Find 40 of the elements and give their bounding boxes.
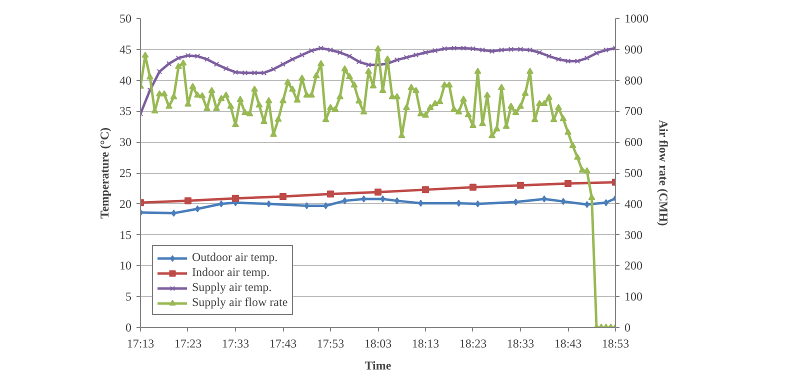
legend-label: Supply air flow rate [192, 295, 288, 310]
x-tick-label: 18:13 [412, 336, 440, 350]
x-tick-label: 17:53 [316, 336, 344, 350]
y2-axis-title: Air flow rate (CMH) [656, 120, 670, 226]
y-tick-label: 50 [120, 12, 132, 26]
y2-tick-label: 100 [624, 290, 642, 304]
x-tick-label: 17:13 [126, 336, 154, 350]
y2-tick-label: 500 [624, 166, 642, 180]
x-tick-label: 18:53 [602, 336, 630, 350]
y-tick-label: 45 [120, 42, 132, 56]
y-tick-label: 10 [120, 258, 132, 273]
y-tick-label: 40 [120, 73, 132, 88]
legend-label: Outdoor air temp. [192, 250, 278, 265]
y2-tick-label: 600 [624, 135, 642, 150]
y2-tick-label: 700 [624, 104, 642, 118]
y-tick-label: 5 [126, 290, 132, 304]
legend-label: Indoor air temp. [192, 265, 270, 280]
y2-tick-label: 200 [624, 258, 642, 273]
x-tick-label: 17:33 [222, 336, 250, 350]
x-tick-label: 17:43 [269, 336, 297, 350]
x-tick-label: 18:43 [554, 336, 582, 350]
y-axis-title: Temperature (°C) [98, 127, 112, 219]
y-tick-label: 15 [120, 228, 132, 242]
y2-tick-label: 1000 [624, 12, 648, 26]
y2-tick-label: 400 [624, 196, 642, 211]
x-tick-label: 18:23 [459, 336, 487, 350]
x-tick-label: 18:33 [506, 336, 534, 350]
legend-label: Supply air temp. [192, 280, 272, 295]
y-tick-label: 25 [120, 166, 132, 180]
x-axis-title: Time [364, 358, 392, 372]
y2-tick-label: 900 [624, 42, 642, 56]
y-tick-label: 30 [120, 135, 132, 150]
y2-tick-label: 800 [624, 73, 642, 88]
y-tick-label: 20 [120, 196, 132, 211]
y2-tick-label: 300 [624, 228, 642, 242]
y2-tick-label: 0 [624, 320, 630, 334]
y-tick-label: 35 [120, 104, 132, 118]
y-tick-label: 0 [126, 320, 132, 334]
x-tick-label: 17:23 [174, 336, 202, 350]
x-tick-label: 18:03 [364, 336, 392, 350]
